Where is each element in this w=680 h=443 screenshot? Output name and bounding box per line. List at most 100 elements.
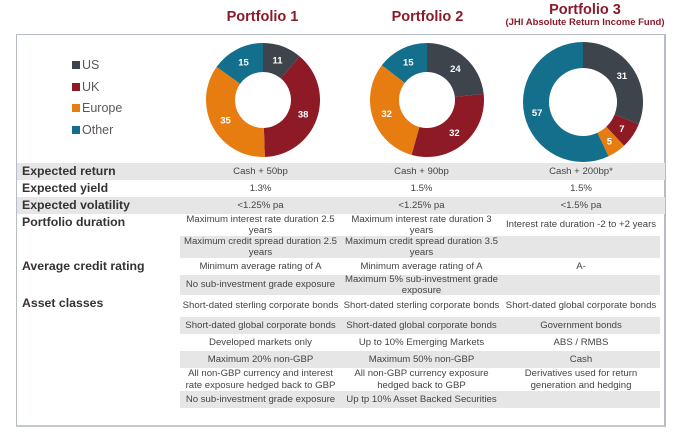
donut-slice-other [216,43,263,84]
portfolio-3-donut-chart: 31 75 57 [523,42,643,162]
table-row: Portfolio duration Maximum interest rate … [17,213,665,237]
portfolio-1-cell: Maximum 20% non-GBP [180,351,341,368]
data-label-europe: 32 [381,109,392,120]
donut-slice-other [523,42,609,162]
row-label [17,368,180,391]
portfolio-1-cell: 1.3% [249,182,272,194]
portfolio-3-cell: ABS / RMBS [553,336,609,348]
portfolio-1-title-text: Portfolio 1 [226,9,299,25]
portfolio-1-cell: <1.25% pa [237,199,284,211]
table-row: Asset classes Short-dated sterling corpor… [17,295,665,317]
data-label-europe: 5 [607,136,613,147]
portfolio-2-title-text: Portfolio 2 [391,9,464,25]
row-label: Expected yield [22,181,109,195]
data-label-europe: 35 [220,116,231,127]
portfolio-2-title: Portfolio 2 [355,9,500,25]
legend-item-uk: UK [72,76,122,98]
portfolio-3-cell: Cash [502,351,660,368]
legend-item-us: US [72,54,122,76]
data-label-other: 57 [532,108,543,119]
donut-slice-europe [370,65,420,155]
portfolio-2-cell: <1.25% pa [398,199,445,211]
table-row: Expected return Cash + 50bp Cash + 90bp Cas… [17,163,665,180]
table-row: Expected volatility <1.25% pa <1.25% pa <1.… [17,197,665,214]
portfolio-comparison-table: Expected return Cash + 50bp Cash + 90bp Cas… [17,163,665,408]
portfolio-1-cell: Developed markets only [209,336,312,348]
portfolio-2-cell: Maximum interest rate duration 3 years [351,213,492,237]
data-label-uk: 32 [449,128,460,139]
table-row: No sub-investment grade exposure Maximum … [17,274,665,296]
row-label: Average credit rating [22,259,145,273]
portfolio-3-cell: Short-dated global corporate bonds [505,300,657,312]
data-label-us: 11 [273,56,284,67]
portfolio-2-cell: Maximum 50% non-GBP [341,351,502,368]
portfolio-3-cell: <1.5% pa [560,199,602,211]
portfolio-1-cell: Minimum average rating of A [199,260,322,272]
portfolio-2-cell: 1.5% [410,182,433,194]
portfolio-3-title: Portfolio 3 (JHI Absolute Return Income … [500,2,670,28]
portfolio-3-cell [502,236,660,258]
portfolio-2-cell: Minimum average rating of A [360,260,483,272]
portfolio-3-cell: A- [576,260,586,272]
portfolio-3-cell: Derivatives used for return generation a… [524,368,638,391]
portfolio-1-cell: Cash + 50bp [233,165,288,177]
row-label: Portfolio duration [22,215,126,229]
donut-slice-europe [206,66,265,157]
donut-slice-uk [263,56,320,157]
data-label-uk: 38 [298,109,309,120]
portfolio-1-cell: Maximum credit spread duration 2.5 years [180,236,341,258]
table-row: No sub-investment grade exposure Up tp 10… [17,391,665,408]
legend-label-europe: Europe [82,101,123,116]
row-label [17,351,180,368]
row-label [17,236,180,258]
legend-label-uk: UK [82,79,100,94]
portfolio-2-cell: Up to 10% Emerging Markets [358,336,485,348]
portfolio-1-cell: Short-dated sterling corporate bonds [182,300,339,312]
portfolio-1-cell: No sub-investment grade exposure [180,391,341,408]
data-label-other: 15 [238,58,249,69]
donut-slice-other [381,43,427,83]
portfolio-2-cell: Maximum 5% sub-investment grade exposure [341,274,502,296]
portfolio-1-cell: No sub-investment grade exposure [180,275,341,295]
data-label-uk: 7 [619,124,624,135]
comparison-frame [16,34,666,427]
donut-slice-us [583,42,643,125]
legend-swatch-us [72,60,80,69]
legend-item-other: Other [72,119,122,141]
donut-slice-uk [411,93,484,157]
portfolio-2-cell: Maximum credit spread duration 3.5 years [341,236,502,258]
portfolio-1-title: Portfolio 1 [190,9,335,25]
portfolio-1-cell: All non-GBP currency and interest rate e… [185,368,336,391]
table-row: Developed markets only Up to 10% Emerging… [17,334,665,351]
donut-slice-europe [597,126,625,157]
portfolio-2-cell: Up tp 10% Asset Backed Securities [341,391,502,408]
portfolio-2-cell: Cash + 90bp [394,165,449,177]
table-row: Maximum 20% non-GBP Maximum 50% non-GBP Ca… [17,351,665,368]
legend-label-other: Other [82,123,114,138]
portfolio-3-subtitle: (JHI Absolute Return Income Fund) [505,17,665,28]
portfolio-2-donut-chart: 24 32 32 15 [370,43,484,157]
portfolio-3-cell: Interest rate duration -2 to +2 years [505,219,657,231]
row-label: Asset classes [22,296,104,310]
portfolio-1-donut-chart: 11 38 35 15 [206,43,320,157]
table-row: Maximum credit spread duration 2.5 years… [17,236,665,258]
legend-swatch-other [72,126,80,135]
legend-item-europe: Europe [72,98,122,120]
portfolio-3-cell [502,391,660,408]
table-row: Short-dated global corporate bonds Short-… [17,317,665,334]
row-label: Expected return [22,164,116,178]
donut-slice-us [427,43,484,98]
chart-legend: US UK Europe Other [72,54,122,141]
row-label [17,275,180,295]
portfolio-1-cell: Maximum interest rate duration 2.5 years [186,213,335,237]
portfolio-2-cell: All non-GBP currency exposure hedged bac… [354,368,489,391]
portfolio-2-cell: Short-dated global corporate bonds [341,317,502,334]
legend-swatch-uk [72,82,80,91]
donut-slice-uk [606,114,639,146]
row-label [17,317,180,334]
portfolio-3-title-text: Portfolio 3 [549,2,621,18]
portfolio-1-cell: Short-dated global corporate bonds [180,317,341,334]
portfolio-3-cell [502,275,660,295]
portfolio-3-cell: Cash + 200bp* [549,165,613,177]
portfolio-2-cell: Short-dated sterling corporate bonds [343,300,500,312]
